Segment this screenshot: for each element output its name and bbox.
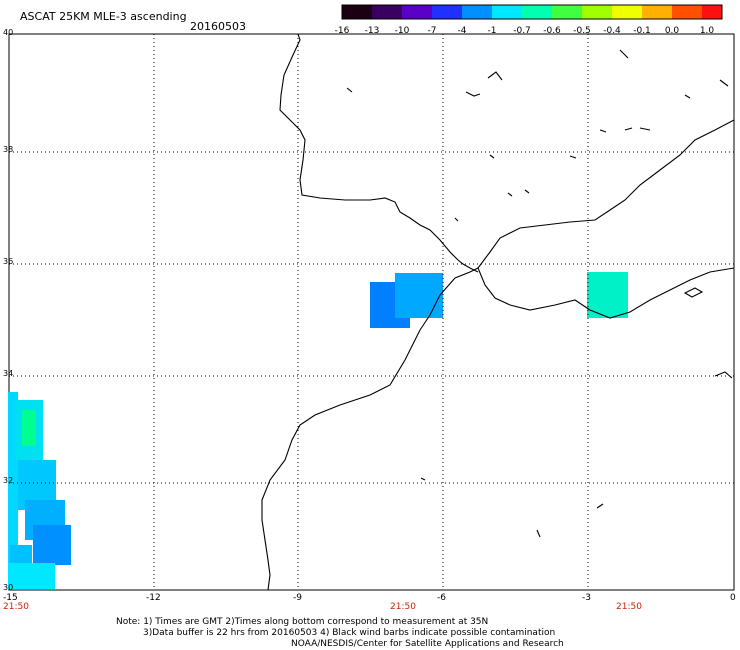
lat-label: 34 [3, 369, 14, 378]
colorbar-segment [432, 5, 462, 19]
colorbar-segment [402, 5, 432, 19]
pass-time: 21:50 [390, 602, 416, 612]
colorbar-segment [522, 5, 552, 19]
colorbar-label: -1 [487, 26, 497, 36]
lon-label: -3 [582, 593, 591, 603]
colorbar-label: -13 [364, 26, 380, 36]
colorbar-label: -0.1 [633, 26, 651, 36]
colorbar-label: -0.5 [573, 26, 591, 36]
colorbar-segment [672, 5, 702, 19]
swath-cell [22, 410, 36, 446]
note-line-3: NOAA/NESDIS/Center for Satellite Applica… [291, 639, 564, 649]
product-date: 20160503 [190, 20, 246, 33]
colorbar-label: -7 [427, 26, 437, 36]
lon-label: -15 [3, 593, 18, 603]
colorbar-segment [552, 5, 582, 19]
lon-label: 0 [730, 593, 736, 603]
colorbar-segment [462, 5, 492, 19]
lat-label: 38 [3, 145, 14, 154]
note-line-2: 3)Data buffer is 22 hrs from 20160503 4)… [143, 628, 556, 638]
colorbar-segment [612, 5, 642, 19]
colorbar-label: 1.0 [699, 26, 715, 36]
colorbar-label: -10 [394, 26, 410, 36]
swath-cell [395, 273, 443, 318]
swath-cell [8, 392, 18, 572]
pass-time: 21:50 [3, 602, 29, 612]
wind-swath-cells [8, 272, 628, 589]
map-frame [8, 33, 735, 591]
lat-label: 40 [3, 28, 14, 37]
lat-label: 30 [3, 583, 14, 592]
swath-cell [33, 525, 71, 565]
swath-cell [10, 545, 32, 567]
colorbar-label: -0.4 [603, 26, 621, 36]
colorbar-segment [342, 5, 372, 19]
pass-time: 21:50 [616, 602, 642, 612]
note-line-1: Note: 1) Times are GMT 2)Times along bot… [116, 617, 489, 627]
colorbar-segment [582, 5, 612, 19]
swath-cell [8, 563, 55, 589]
coastlines [261, 33, 735, 591]
colorbar-label: -0.6 [543, 26, 561, 36]
lon-label: -9 [293, 593, 302, 603]
colorbar-label: -16 [334, 26, 350, 36]
lat-label: 32 [3, 476, 14, 485]
colorbar-segment [642, 5, 672, 19]
swath-cell [587, 272, 628, 318]
colorbar-segment [702, 5, 722, 19]
colorbar-segment [372, 5, 402, 19]
colorbar-label: -0.7 [513, 26, 531, 36]
colorbar-segment [492, 5, 522, 19]
colorbar-label: 0.0 [664, 26, 680, 36]
graticule [9, 34, 734, 590]
colorbar [341, 4, 723, 20]
lon-label: -12 [146, 593, 161, 603]
lat-label: 36 [3, 257, 14, 266]
colorbar-label: -4 [457, 26, 467, 36]
lon-label: -6 [437, 593, 446, 603]
product-title: ASCAT 25KM MLE-3 ascending [20, 10, 187, 23]
